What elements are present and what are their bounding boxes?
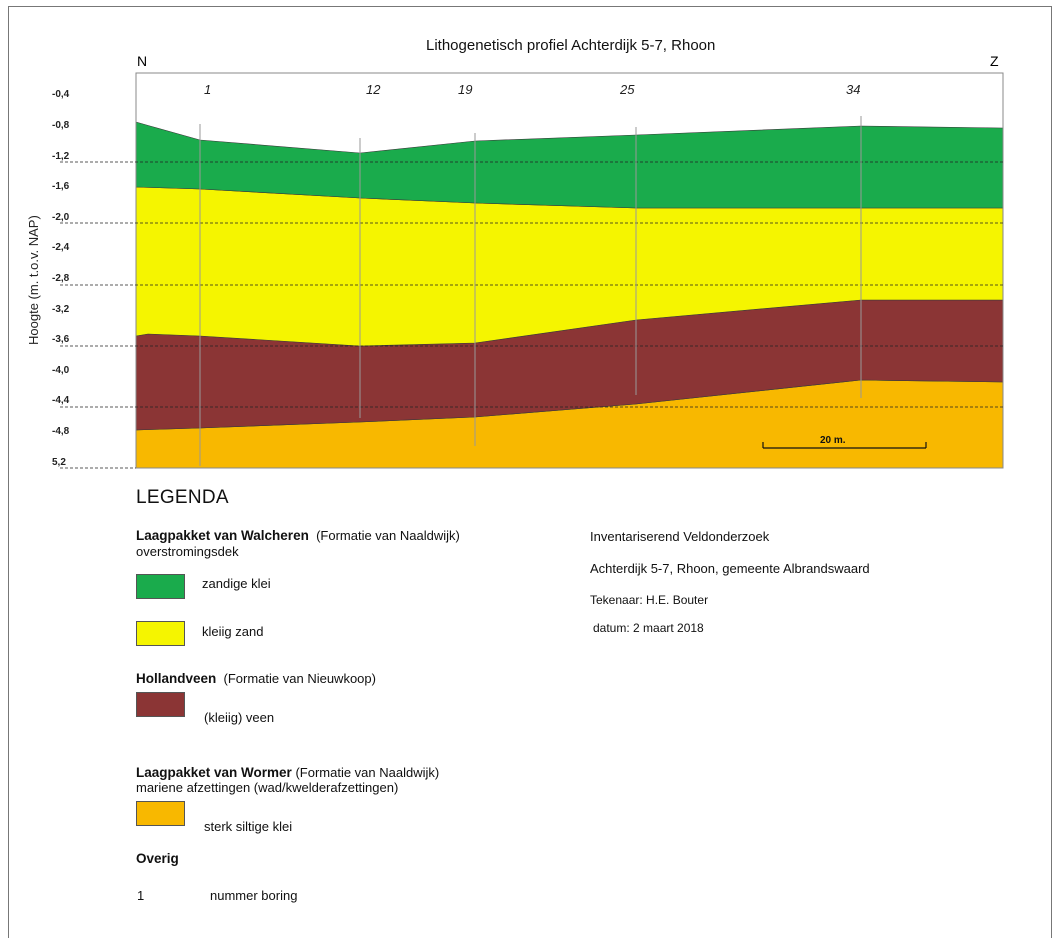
boring-number: 12 (366, 82, 381, 97)
legend-item-siltige-klei: sterk siltige klei (204, 819, 293, 834)
info-line-1: Inventariserend Veldonderzoek (590, 529, 770, 544)
group-title-rest: (Formatie van Nieuwkoop) (223, 671, 376, 686)
y-tick-label: -3,2 (52, 304, 70, 315)
reference-lines (60, 161, 1003, 469)
y-tick-label: -4,8 (52, 426, 70, 437)
y-tick-label: -4,4 (52, 395, 70, 406)
group-title-bold: Hollandveen (136, 671, 217, 686)
y-axis-label: Hoogte (m. t.o.v. NAP) (26, 215, 41, 345)
y-tick-label: -1,6 (52, 181, 70, 192)
swatch-veen (136, 692, 185, 717)
y-tick-label: -2,0 (52, 212, 70, 223)
legend-overig-title: Overig (136, 851, 179, 866)
y-tick-label: 5,2 (52, 457, 66, 468)
y-tick-label: -1,2 (52, 151, 70, 162)
scale-bar-label: 20 m. (820, 435, 846, 446)
boring-number: 19 (458, 82, 472, 97)
swatch-zandige-klei (136, 574, 185, 599)
group-title-bold: Laagpakket van Wormer (136, 765, 292, 780)
legend-group-wormer-title: Laagpakket van Wormer (Formatie van Naal… (136, 765, 439, 780)
swatch-siltige-klei (136, 801, 185, 826)
legend-group-walcheren-title: Laagpakket van Walcheren (Formatie van N… (136, 528, 460, 543)
swatch-kleiig-zand (136, 621, 185, 646)
lithological-profile: N Z 1 12 19 25 34 -0,4 -0,8 -1,2 -1,6 -2… (26, 53, 1004, 469)
group-title-bold: Laagpakket van Walcheren (136, 528, 309, 543)
profile-frame (135, 72, 1004, 469)
profile-title: Lithogenetisch profiel Achterdijk 5-7, R… (426, 37, 716, 54)
legend-item-kleiig-zand: kleiig zand (202, 624, 264, 639)
y-tick-label: -2,8 (52, 273, 70, 284)
y-tick-label: -4,0 (52, 365, 70, 376)
legend-overig-label: nummer boring (210, 888, 298, 903)
y-tick-label: -3,6 (52, 334, 70, 345)
y-tick-label: -2,4 (52, 242, 70, 253)
group-title-rest: (Formatie van Naaldwijk) (295, 765, 440, 780)
overig-title-bold: Overig (136, 851, 179, 866)
legend-wormer-subtitle: mariene afzettingen (wad/kwelderafzettin… (136, 780, 399, 795)
boring-number: 25 (619, 82, 635, 97)
legend-walcheren-subtitle: overstromingsdek (136, 544, 239, 559)
boring-lines (199, 116, 862, 466)
legend-overig-number: 1 (137, 888, 145, 903)
legend-group-hollandveen-title: Hollandveen (Formatie van Nieuwkoop) (136, 671, 376, 686)
boring-number: 1 (204, 82, 211, 97)
info-line-3: Tekenaar: H.E. Bouter (590, 593, 709, 607)
y-tick-label: -0,8 (52, 120, 70, 131)
legend-heading: LEGENDA (136, 487, 229, 508)
info-line-4: datum: 2 maart 2018 (593, 621, 704, 635)
page-frame (8, 6, 1052, 938)
scale-bar (762, 442, 927, 449)
y-tick-label: -0,4 (52, 89, 70, 100)
legend-item-zandige-klei: zandige klei (202, 576, 271, 591)
direction-south: Z (990, 53, 999, 69)
direction-north: N (137, 53, 147, 69)
info-line-2: Achterdijk 5-7, Rhoon, gemeente Albrands… (590, 561, 870, 576)
legend-item-veen: (kleiig) veen (204, 710, 275, 725)
boring-number: 34 (846, 82, 860, 97)
group-title-rest: (Formatie van Naaldwijk) (316, 528, 460, 543)
